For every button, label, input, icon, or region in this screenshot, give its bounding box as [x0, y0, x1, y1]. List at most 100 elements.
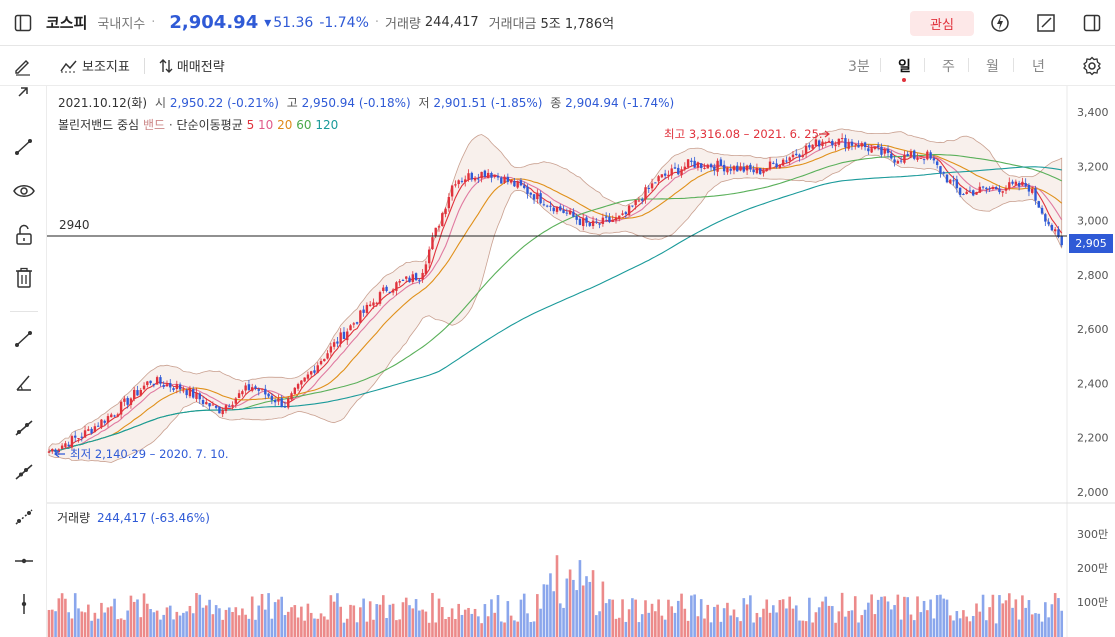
volume-bar — [732, 609, 736, 637]
ma20-line — [48, 143, 1063, 452]
dotted-line-icon[interactable] — [11, 504, 37, 530]
candle-body — [1053, 229, 1057, 232]
line-tool-icon[interactable] — [11, 326, 37, 352]
volume-bar — [264, 609, 267, 637]
candle-body — [368, 304, 372, 307]
volume-bar — [598, 611, 601, 637]
candle-body — [686, 159, 690, 167]
settings-gear-icon[interactable] — [1069, 46, 1115, 86]
trend-line-icon[interactable] — [11, 134, 37, 160]
volume-value: 244,417 — [424, 15, 479, 30]
volume-bar — [339, 606, 342, 637]
volume-bar — [480, 623, 483, 637]
candle-body — [214, 405, 218, 408]
candle-body — [795, 153, 798, 156]
candle-body — [811, 144, 814, 149]
ma5-line — [48, 141, 1063, 452]
candle-body — [844, 138, 847, 148]
volume-bar — [1040, 621, 1044, 637]
candle-body — [644, 187, 647, 200]
candle-body — [641, 199, 644, 201]
candle-body — [939, 166, 942, 174]
panel-toggle-icon[interactable] — [1069, 0, 1115, 46]
candle-body — [972, 190, 975, 196]
indicator-legend: 볼린저밴드 중심 밴드 · 단순이동평균 5 10 20 60 120 — [58, 116, 338, 133]
volume-bar — [1024, 607, 1027, 637]
candle-body — [414, 273, 418, 281]
volume-bar — [686, 620, 690, 637]
timeframe-3min[interactable]: 3분 — [848, 59, 870, 75]
candle-body — [565, 212, 569, 214]
volume-bar — [280, 596, 283, 637]
candle-body — [77, 438, 80, 440]
candle-body — [785, 160, 788, 162]
candle-body — [500, 177, 503, 184]
lightning-icon[interactable] — [977, 0, 1023, 46]
candle-body — [673, 167, 677, 169]
volume-bar — [300, 606, 303, 637]
volume-bar — [1060, 610, 1064, 637]
volume-bar — [939, 594, 942, 637]
price-tick-label: 3,200 — [1077, 160, 1109, 173]
candle-body — [768, 161, 772, 170]
candle-body — [87, 429, 90, 431]
volume-bar — [1030, 614, 1034, 637]
volume-bar — [1001, 603, 1005, 637]
candle-body — [401, 279, 405, 281]
volume-bar — [1017, 619, 1021, 637]
candle-body — [64, 443, 67, 447]
timeframe-week[interactable]: 주 — [942, 59, 955, 75]
candle-body — [395, 282, 398, 291]
ma-label: 단순이동평균 — [176, 118, 243, 132]
trash-icon[interactable] — [11, 265, 37, 291]
volume-bar — [467, 607, 470, 637]
drawing-pen-icon[interactable] — [0, 46, 46, 86]
volume-bar — [1047, 617, 1050, 637]
volume-bar — [821, 601, 824, 637]
candle-body — [1001, 191, 1004, 193]
volume-bar — [381, 595, 385, 637]
candle-body — [722, 164, 726, 172]
price-chart[interactable]: 3,400 3,200 3,000 2,800 2,600 2,400 2,200 2,000… — [47, 86, 1115, 637]
candle-body — [119, 401, 123, 415]
volume-bar — [1037, 613, 1041, 637]
timeframe-month[interactable]: 월 — [986, 59, 999, 75]
indicators-button[interactable]: 보조지표 — [60, 56, 130, 75]
eye-icon[interactable] — [11, 178, 37, 204]
volume-bar — [735, 617, 739, 637]
unlock-icon[interactable] — [11, 222, 37, 248]
volume-bar — [1044, 602, 1047, 637]
volume-bar — [853, 596, 857, 637]
candle-body — [359, 310, 362, 323]
chart-area[interactable]: 2021.10.12(화) 시 2,950.22 (-0.21%) 고 2,95… — [47, 86, 1115, 637]
watch-button[interactable]: 관심 — [910, 11, 974, 36]
vertical-line-icon[interactable] — [11, 591, 37, 617]
volume-bar — [218, 608, 221, 637]
candle-body — [329, 346, 333, 353]
candle-body — [949, 179, 952, 184]
candle-body — [1031, 188, 1034, 193]
timeframe-day[interactable]: 일 — [898, 46, 911, 86]
candle-body — [57, 449, 61, 453]
cursor-arrow-icon[interactable] — [11, 78, 37, 104]
volume-bar — [473, 608, 477, 637]
edit-note-icon[interactable] — [1023, 0, 1069, 46]
candle-body — [831, 140, 834, 146]
horizontal-line-icon[interactable] — [11, 548, 37, 574]
sidebar-toggle-icon[interactable] — [0, 0, 46, 46]
angle-tool-icon[interactable] — [11, 370, 37, 396]
extended-line-icon[interactable] — [11, 459, 37, 485]
candle-body — [51, 449, 54, 452]
volume-bar — [509, 615, 513, 637]
volume-bar — [765, 599, 769, 637]
strategy-button[interactable]: 매매전략 — [159, 56, 225, 75]
volume-bar — [96, 618, 100, 637]
volume-bar — [359, 607, 362, 637]
volume-bar — [182, 612, 185, 637]
divider — [880, 58, 881, 72]
ray-tool-icon[interactable] — [11, 415, 37, 441]
timeframe-year[interactable]: 년 — [1032, 59, 1045, 75]
volume-bar — [149, 609, 152, 637]
volume-bar — [408, 605, 411, 637]
candle-body — [778, 164, 782, 169]
